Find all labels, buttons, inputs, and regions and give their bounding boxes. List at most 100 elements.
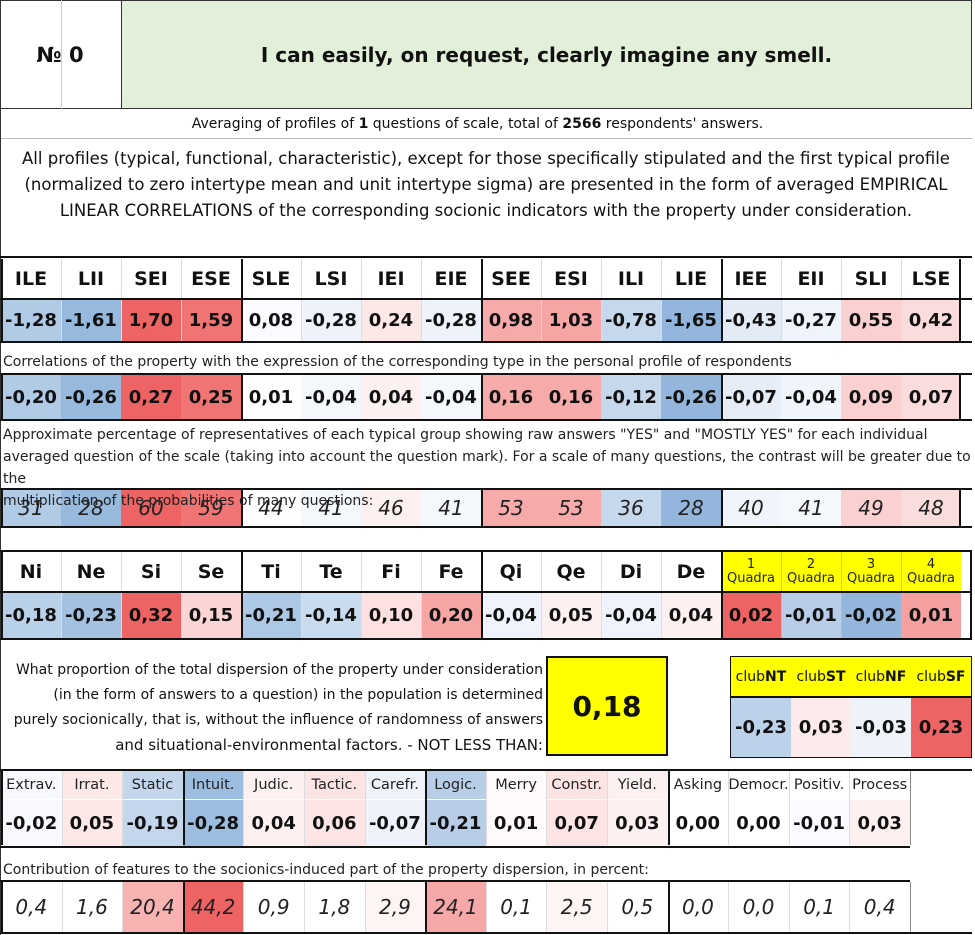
function-header-qi: Qi: [499, 561, 523, 583]
quadra-number-4: 4: [926, 557, 936, 572]
contribution-value-positiv: 0,1: [788, 882, 850, 932]
function-header-se: Se: [197, 561, 225, 583]
summary-part3: respondents' answers.: [601, 116, 764, 132]
feature-header-constr: Constr.: [546, 771, 607, 799]
percentage-value-iee: 40: [721, 490, 781, 526]
questions-count: 1: [358, 116, 369, 132]
correlation-value-lie: -0,26: [661, 375, 721, 419]
feature-header-tactic: Tactic.: [304, 771, 365, 799]
feature-value-merry: 0,01: [485, 800, 547, 846]
quadra-word-2: Quadra: [786, 571, 835, 586]
respondents-count: 2566: [562, 116, 602, 132]
correlation-value-see: 0,16: [481, 375, 541, 419]
percentage-value-see: 53: [481, 490, 541, 526]
type-value-ile: -1,28: [1, 299, 61, 341]
percentage-value-ili: 36: [601, 490, 661, 526]
function-value-di: -0,04: [601, 592, 661, 638]
type-header-ili: ILI: [617, 268, 645, 290]
feature-header-process: Process: [849, 771, 910, 799]
correlation-value-sle: 0,01: [241, 375, 301, 419]
percentage-value-sli: 49: [841, 490, 901, 526]
type-header-esi: ESI: [554, 268, 588, 290]
contribution-value-tactic: 1,8: [304, 882, 365, 932]
feature-value-extrav: -0,02: [1, 800, 62, 846]
function-value-ni: -0,18: [1, 592, 61, 638]
feature-header-carefr: Carefr.: [364, 771, 426, 799]
dispersion-text: What proportion of the total dispersion …: [0, 658, 543, 758]
club-prefix-nt: club: [735, 669, 766, 685]
feature-header-merry: Merry: [485, 771, 547, 799]
feature-header-logic: Logic.: [425, 771, 486, 799]
contribution-value-merry: 0,1: [485, 882, 547, 932]
function-header-di: Di: [619, 561, 643, 583]
type-value-lsi: -0,28: [301, 299, 361, 341]
type-value-iei: 0,24: [361, 299, 421, 341]
description-line-2: (normalized to zero intertype mean and u…: [24, 175, 948, 194]
function-header-de: De: [676, 561, 706, 583]
feature-value-process: 0,03: [849, 800, 910, 846]
summary-part2: questions of scale, total of: [368, 116, 563, 132]
type-value-sei: 1,70: [121, 299, 181, 341]
contribution-caption: Contribution of features to the socionic…: [3, 862, 649, 878]
quadra-value-4: 0,01: [901, 592, 961, 638]
correlation-value-sli: 0,09: [841, 375, 901, 419]
type-value-see: 0,98: [481, 299, 541, 341]
contribution-value-process: 0,4: [849, 882, 910, 932]
feature-value-asking: 0,00: [667, 800, 729, 846]
feature-value-democr: 0,00: [728, 800, 789, 846]
percentage-value-lie: 28: [661, 490, 721, 526]
correlation-value-lii: -0,26: [61, 375, 121, 419]
feature-header-extrav: Extrav.: [1, 771, 62, 799]
feature-header-static: Static: [122, 771, 183, 799]
contribution-value-logic: 24,1: [425, 882, 486, 932]
quadra-header-2: 2 Quadra: [781, 552, 841, 592]
type-header-ese: ESE: [191, 268, 231, 290]
quadra-number-3: 3: [866, 557, 876, 572]
type-header-see: SEE: [491, 268, 531, 290]
feature-header-irrat: Irrat.: [61, 771, 123, 799]
type-value-iee: -0,43: [721, 299, 781, 341]
feature-value-judic: 0,04: [243, 800, 304, 846]
type-header-lii: LII: [77, 268, 105, 290]
quadra-word-1: Quadra: [726, 571, 775, 586]
type-value-lii: -1,61: [61, 299, 121, 341]
feature-value-static: -0,19: [122, 800, 183, 846]
correlation-value-eii: -0,04: [781, 375, 841, 419]
type-value-esi: 1,03: [541, 299, 601, 341]
question-text: I can easily, on request, clearly imagin…: [121, 1, 971, 108]
function-value-se: 0,15: [181, 592, 241, 638]
club-value-nf: -0,03: [851, 697, 911, 757]
description-text: All profiles (typical, functional, chara…: [0, 146, 972, 224]
correlation-value-ile: -0,20: [1, 375, 61, 419]
feature-value-positiv: -0,01: [788, 800, 850, 846]
function-value-te: -0,14: [301, 592, 361, 638]
function-header-qe: Qe: [556, 561, 586, 583]
correlation-value-lse: 0,07: [901, 375, 961, 419]
feature-header-intuit: Intuit.: [182, 771, 244, 799]
correlation-value-ili: -0,12: [601, 375, 661, 419]
dispersion-line-3: purely socionically, that is, without th…: [13, 712, 543, 728]
percentage-value-eii: 41: [781, 490, 841, 526]
type-header-sli: SLI: [854, 268, 888, 290]
club-value-sf: 0,23: [911, 697, 971, 757]
feature-header-yield: Yield.: [607, 771, 668, 799]
type-value-sle: 0,08: [241, 299, 301, 341]
percentage-value-esi: 53: [541, 490, 601, 526]
feature-header-asking: Asking: [667, 771, 729, 799]
type-header-lse: LSE: [911, 268, 951, 290]
description-line-1: All profiles (typical, functional, chara…: [22, 149, 950, 168]
contribution-value-judic: 0,9: [243, 882, 304, 932]
correlation-value-lsi: -0,04: [301, 375, 361, 419]
function-value-qi: -0,04: [481, 592, 541, 638]
function-header-fi: Fi: [381, 561, 401, 583]
function-value-qe: 0,05: [541, 592, 601, 638]
contribution-value-extrav: 0,4: [1, 882, 62, 932]
club-header-st: club ST: [791, 657, 851, 697]
feature-header-democr: Democr.: [728, 771, 789, 799]
type-header-iee: IEE: [734, 268, 768, 290]
feature-value-tactic: 0,06: [304, 800, 365, 846]
type-value-sli: 0,55: [841, 299, 901, 341]
question-number: № 0: [36, 42, 84, 67]
function-header-te: Te: [319, 561, 343, 583]
function-value-si: 0,32: [121, 592, 181, 638]
